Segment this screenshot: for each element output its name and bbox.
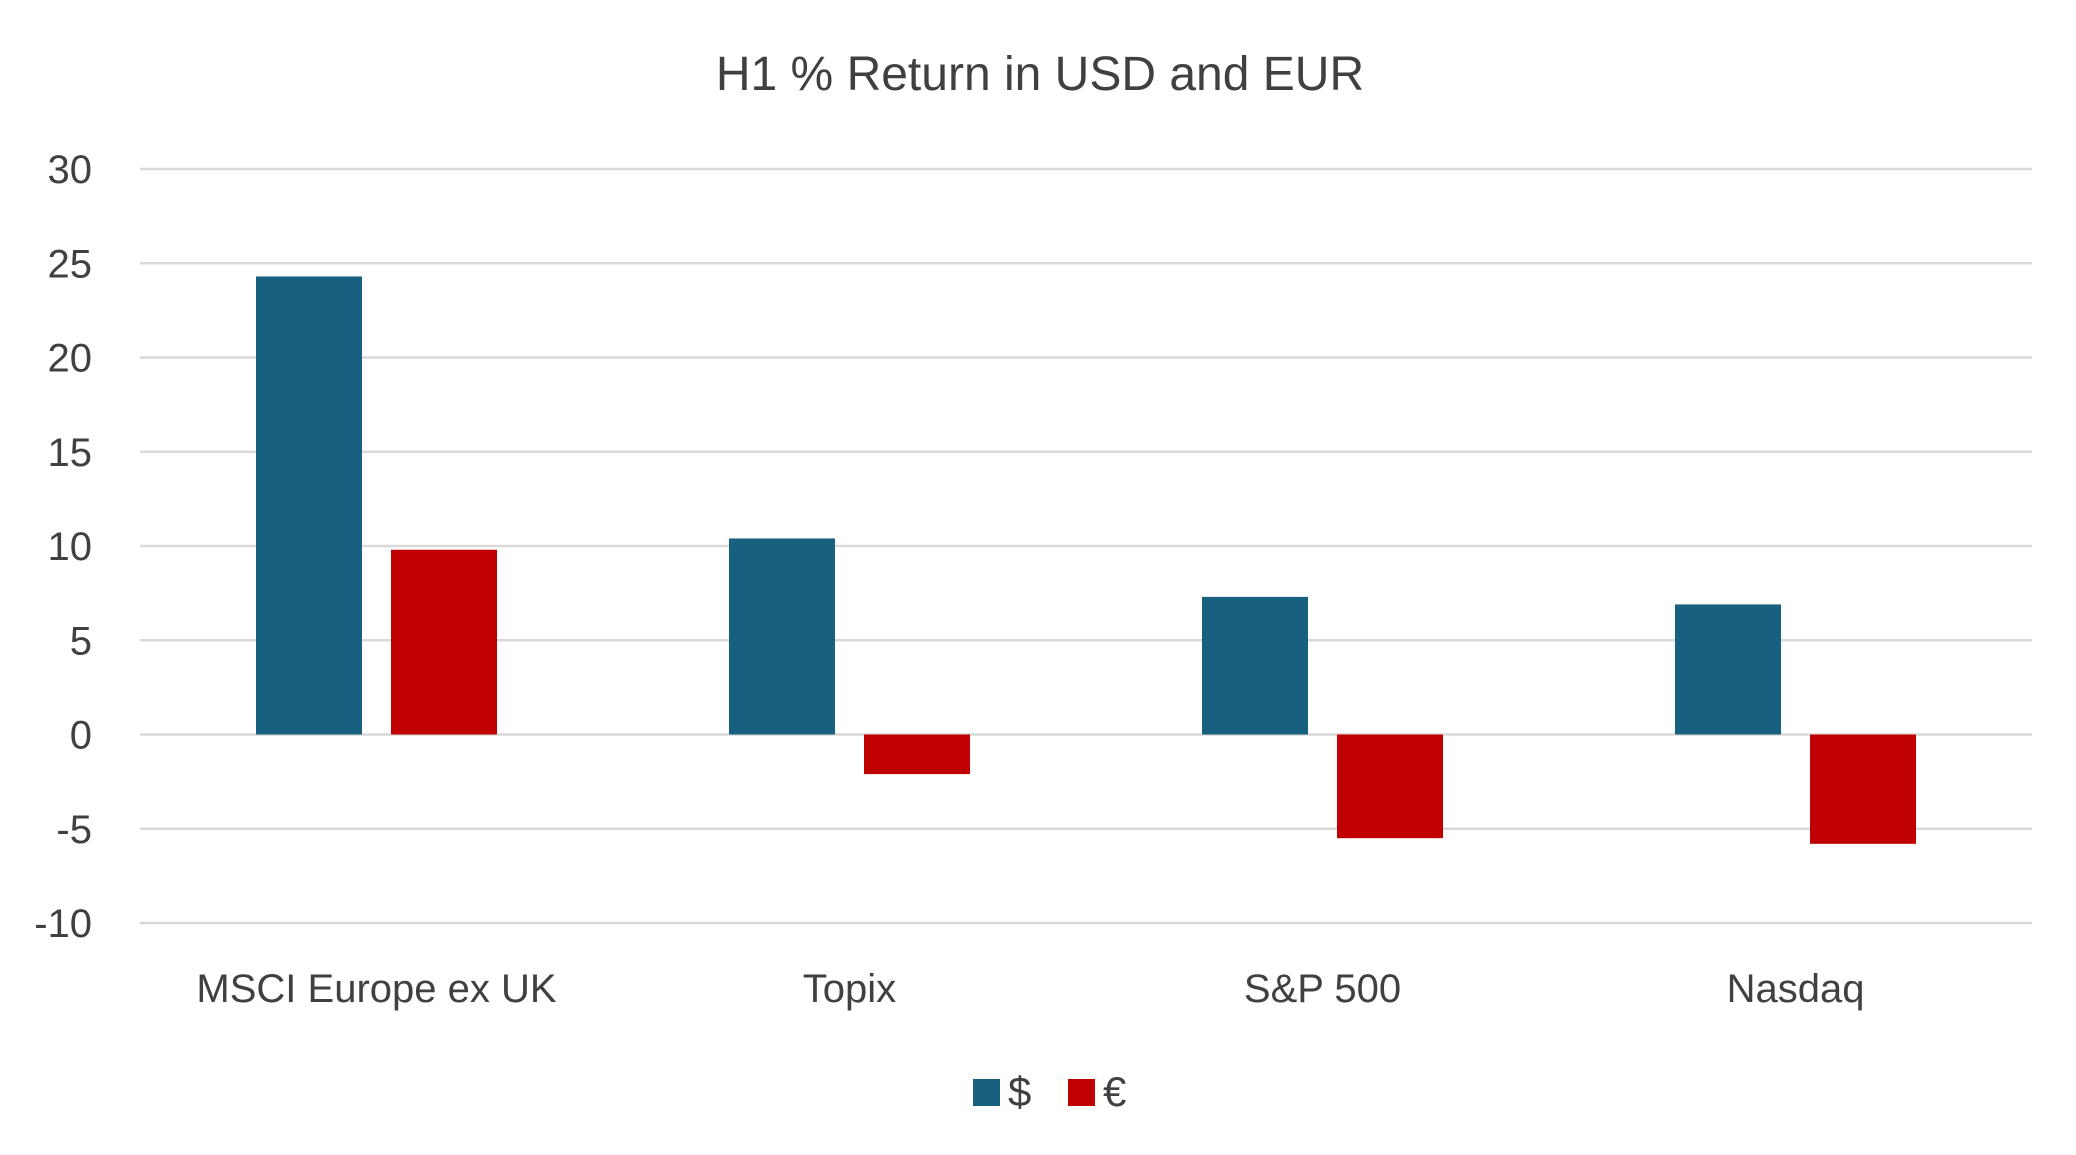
legend: $ € — [973, 1068, 1126, 1115]
legend-swatch — [1068, 1079, 1095, 1106]
y-tick-label: 20 — [48, 337, 93, 381]
gridlines — [140, 167, 2032, 925]
x-axis-category-labels: MSCI Europe ex UK Topix S&P 500 Nasdaq — [196, 967, 1864, 1011]
y-tick-label: 10 — [48, 525, 93, 569]
bar-usd — [729, 538, 835, 735]
bar-usd — [1202, 596, 1308, 735]
x-category-label: S&P 500 — [1244, 967, 1401, 1011]
y-tick-label: -5 — [56, 808, 92, 852]
x-category-label: Topix — [803, 967, 896, 1011]
y-axis-tick-labels: 30 25 20 15 10 5 0 -5 -10 — [34, 148, 92, 946]
legend-swatch — [973, 1079, 1000, 1106]
x-category-label: Nasdaq — [1727, 967, 1865, 1011]
y-tick-label: 30 — [48, 148, 93, 192]
y-tick-label: 0 — [70, 714, 92, 758]
bar-eur — [864, 734, 970, 775]
x-category-label: MSCI Europe ex UK — [196, 967, 556, 1011]
bar-eur — [1337, 734, 1443, 839]
y-tick-label: -10 — [34, 902, 92, 946]
legend-label: € — [1103, 1068, 1126, 1115]
bar-eur — [391, 549, 497, 735]
chart-title: H1 % Return in USD and EUR — [716, 48, 1364, 101]
y-tick-label: 5 — [70, 619, 92, 663]
bar-usd — [256, 276, 362, 735]
bar-usd — [1675, 604, 1781, 735]
bars — [256, 276, 1916, 844]
legend-label: $ — [1008, 1068, 1031, 1115]
y-tick-label: 15 — [48, 431, 93, 475]
bar-eur — [1810, 734, 1916, 844]
y-tick-label: 25 — [48, 242, 93, 286]
